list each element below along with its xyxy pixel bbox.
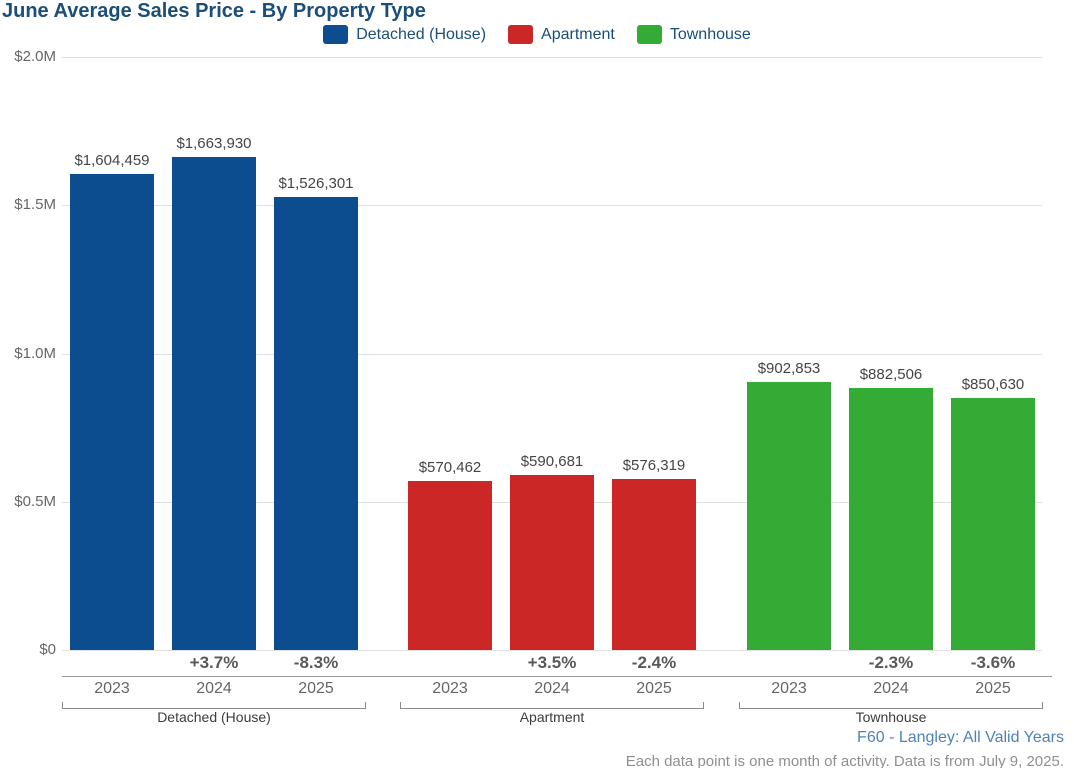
pct-change-label: +3.7% (189, 653, 239, 672)
year-label: 2024 (196, 680, 232, 697)
year-label: 2024 (534, 680, 570, 697)
bar-Apartment-2024[interactable] (510, 475, 594, 650)
bar-group-Apartment (408, 57, 696, 650)
legend-item-detached[interactable]: Detached (House) (323, 25, 486, 44)
year-label: 2025 (975, 680, 1011, 697)
pct-change-label: -8.3% (293, 653, 339, 672)
bar-group-Townhouse (747, 57, 1035, 650)
legend-swatch-apartment (508, 25, 534, 44)
bar-value-label: $576,319 (622, 457, 686, 474)
gridline-$1.0M (62, 353, 1042, 355)
y-axis-label: $0 (39, 641, 56, 658)
y-axis-label: $0.5M (14, 492, 56, 510)
bar-Townhouse-2025[interactable] (951, 398, 1035, 650)
bar-Townhouse-2023[interactable] (747, 382, 831, 650)
legend-label-detached: Detached (House) (356, 25, 487, 43)
year-label: 2025 (298, 680, 334, 697)
bar-Townhouse-2024[interactable] (849, 388, 933, 650)
group-label-Townhouse: Townhouse (855, 709, 927, 725)
legend-swatch-detached (323, 25, 349, 44)
pct-change-label: -2.3% (868, 653, 914, 672)
bar-Detached (House)-2023[interactable] (70, 174, 154, 650)
year-label: 2023 (771, 680, 807, 697)
group-label-Apartment: Apartment (519, 709, 585, 725)
group-bracket (739, 702, 1043, 709)
chart-title: June Average Sales Price - By Property T… (2, 0, 426, 22)
gridline-$2.0M (62, 57, 1042, 58)
year-label: 2024 (873, 680, 909, 697)
year-label: 2023 (432, 680, 468, 697)
gridline-$1.5M (62, 205, 1042, 207)
legend-label-apartment: Apartment (541, 25, 615, 43)
bar-value-label: $882,506 (859, 366, 923, 383)
plot-area: $1,604,459 $1,663,930 $1,526,301 $570,462 $5… (62, 57, 1064, 651)
bar-value-label: $902,853 (757, 360, 821, 377)
group-bracket (62, 702, 366, 709)
group-label-Detached (House): Detached (House) (157, 709, 271, 725)
data-note: Each data point is one month of activity… (625, 753, 1064, 768)
y-axis-label: $2.0M (14, 48, 56, 65)
legend-swatch-townhouse (636, 25, 662, 44)
bar-Apartment-2025[interactable] (612, 479, 696, 650)
legend-label-townhouse: Townhouse (669, 25, 751, 43)
y-axis-label: $1.0M (14, 344, 56, 362)
bar-Apartment-2023[interactable] (408, 481, 492, 650)
source-link[interactable]: F60 - Langley: All Valid Years (857, 729, 1064, 746)
bar-group-Detached (House) (70, 57, 358, 650)
year-label: 2023 (94, 680, 130, 697)
bar-value-label: $850,630 (961, 376, 1025, 393)
pct-change-label: -2.4% (631, 653, 677, 672)
legend-item-townhouse[interactable]: Townhouse (636, 25, 751, 44)
bar-Detached (House)-2025[interactable] (274, 197, 358, 650)
year-label: 2025 (636, 680, 672, 697)
pct-change-label: -3.6% (970, 653, 1016, 672)
bar-value-label: $590,681 (520, 453, 584, 470)
gridline-$0 (62, 650, 1042, 651)
x-axis-line (62, 676, 1052, 677)
legend: Detached (House) Apartment Townhouse (0, 25, 1074, 44)
bar-Detached (House)-2024[interactable] (172, 157, 256, 650)
pct-change-label: +3.5% (527, 653, 577, 672)
bar-value-label: $570,462 (418, 459, 482, 476)
bar-value-label: $1,604,459 (74, 152, 150, 169)
legend-item-apartment[interactable]: Apartment (508, 25, 615, 44)
bar-value-label: $1,663,930 (176, 135, 252, 152)
y-axis-label: $1.5M (14, 196, 56, 214)
group-bracket (400, 702, 704, 709)
bar-value-label: $1,526,301 (278, 175, 354, 192)
